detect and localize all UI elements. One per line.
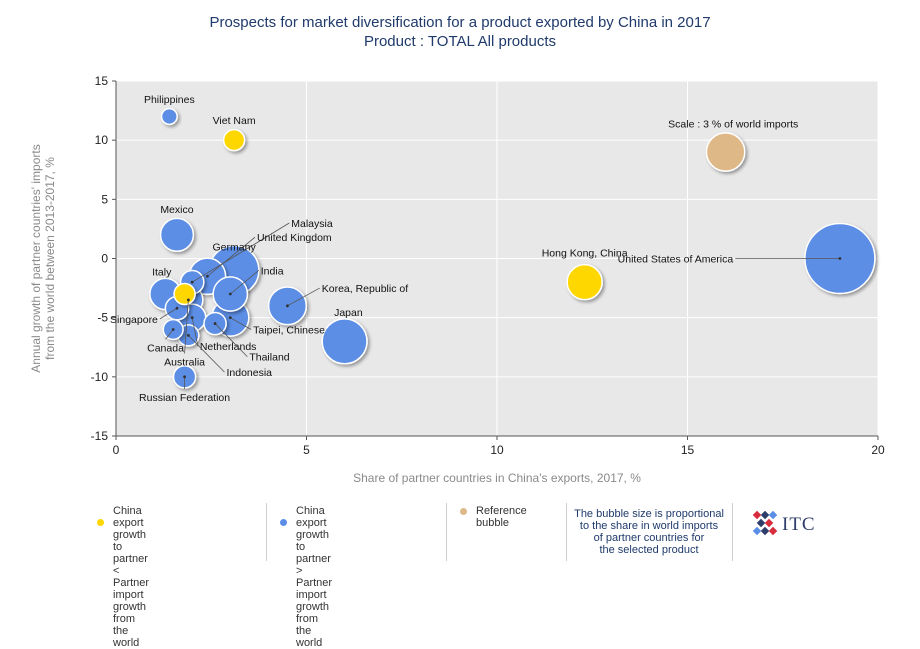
legend-blue-line-2: > Partner import growth from [296,565,333,625]
x-tick-label: 15 [681,443,695,457]
point-label: United Kingdom [257,232,332,244]
y-tick-label: 15 [95,74,109,88]
leader-line [191,317,199,347]
y-tick-label: -15 [91,429,109,443]
legend-yellow-line-3: the world [113,625,140,649]
note-line-2: to the share in world imports [579,520,719,532]
note-line-4: the selected product [599,544,699,556]
leader-dot [228,316,232,320]
bubble [160,107,178,126]
point-label: United States of America [618,254,734,266]
leader-dot [190,280,194,284]
leader-dot [186,298,190,302]
y-axis-title-line: Annual growth of partner countries' impo… [29,144,43,372]
x-tick-label: 5 [303,443,310,457]
point-label: Italy [152,267,172,279]
leader-dot [206,274,209,278]
chart-subtitle: Product : TOTAL All products [363,33,557,50]
x-tick-label: 10 [490,443,504,457]
itc-logo: ITC [752,510,832,540]
bubble-size-note: The bubble size is proportional to the s… [572,508,726,556]
y-tick-label: 5 [101,192,108,206]
leader-dot [190,316,194,320]
leader-dot [171,328,175,331]
y-axis-title-line: from the world between 2013-2017, % [43,157,57,360]
leader-line [207,236,256,277]
x-tick-label: 0 [113,443,120,457]
note-line-3: of partner countries for [593,532,705,544]
x-tick-label: 20 [871,443,885,457]
legend-reference-label: Reference bubble [476,505,527,529]
chart-title: Prospects for market diversification for… [209,14,711,31]
legend-reference-dot [460,508,467,515]
point-label: Thailand [249,352,289,364]
x-axis-title: Share of partner countries in China's ex… [353,471,641,485]
point-label: Philippines [144,94,195,106]
legend-yellow-dot [97,519,104,526]
legend-divider [266,503,267,561]
leader-line [230,270,260,295]
leader-dot [228,292,232,296]
point-label: Hong Kong, China [542,248,628,260]
point-label: India [261,265,284,277]
y-tick-label: 10 [95,133,109,147]
point-label: Japan [334,307,363,319]
itc-logo-icon [752,510,778,536]
bubble-chart: -15 -10 -5 0 5 10 15 0 5 10 15 20 Share of partner c… [29,74,885,485]
y-tick-label: -5 [97,311,108,325]
y-tick-label: -10 [91,370,109,384]
point-label: Korea, Republic of [322,283,408,295]
bubble [159,217,195,252]
point-label: Indonesia [226,367,272,379]
note-line-1: The bubble size is proportional [574,508,724,520]
point-label: Netherlands [200,341,257,353]
point-label: Canada [147,342,184,354]
legend-blue-line-1: China export growth to partner [296,505,331,565]
point-label: Germany [213,242,257,254]
point-label: Russian Federation [139,392,230,404]
leader-line [159,307,178,320]
y-axis-title: Annual growth of partner countries' impo… [29,144,57,372]
point-label: Malaysia [291,218,333,230]
leader-line [214,323,248,357]
leader-dot [183,375,186,379]
leader-dot [286,304,289,308]
leader-dot [186,334,190,337]
bubble [566,263,603,301]
itc-logo-text: ITC [782,514,816,535]
y-tick-label: 0 [101,252,108,266]
legend-divider [566,503,567,561]
leader-dot [175,306,179,310]
leader-line [165,329,174,340]
point-label: Mexico [160,204,193,216]
legend-yellow-line-1: China export growth to partner [113,505,148,565]
point-label: Scale : 3 % of world imports [668,119,798,131]
bubble [222,128,246,152]
legend-divider [446,503,447,561]
leader-dot [838,257,842,260]
legend-blue-dot [280,519,287,526]
point-label: Viet Nam [213,115,256,127]
point-label: Australia [164,356,205,368]
leader-line [287,287,320,307]
bubble [173,282,196,306]
legend-divider [732,503,733,561]
leader-dot [213,322,217,325]
leader-line [191,222,290,283]
leader-line [188,335,225,373]
leader-line [184,299,189,354]
legend-blue-line-3: the world [296,625,323,649]
bubble [705,132,746,172]
bubble [321,318,368,365]
leader-line [230,317,252,330]
point-label: Singapore [110,314,158,326]
point-label: Taipei, Chinese [253,325,325,337]
legend-yellow-line-2: < Partner import growth from [113,565,150,625]
